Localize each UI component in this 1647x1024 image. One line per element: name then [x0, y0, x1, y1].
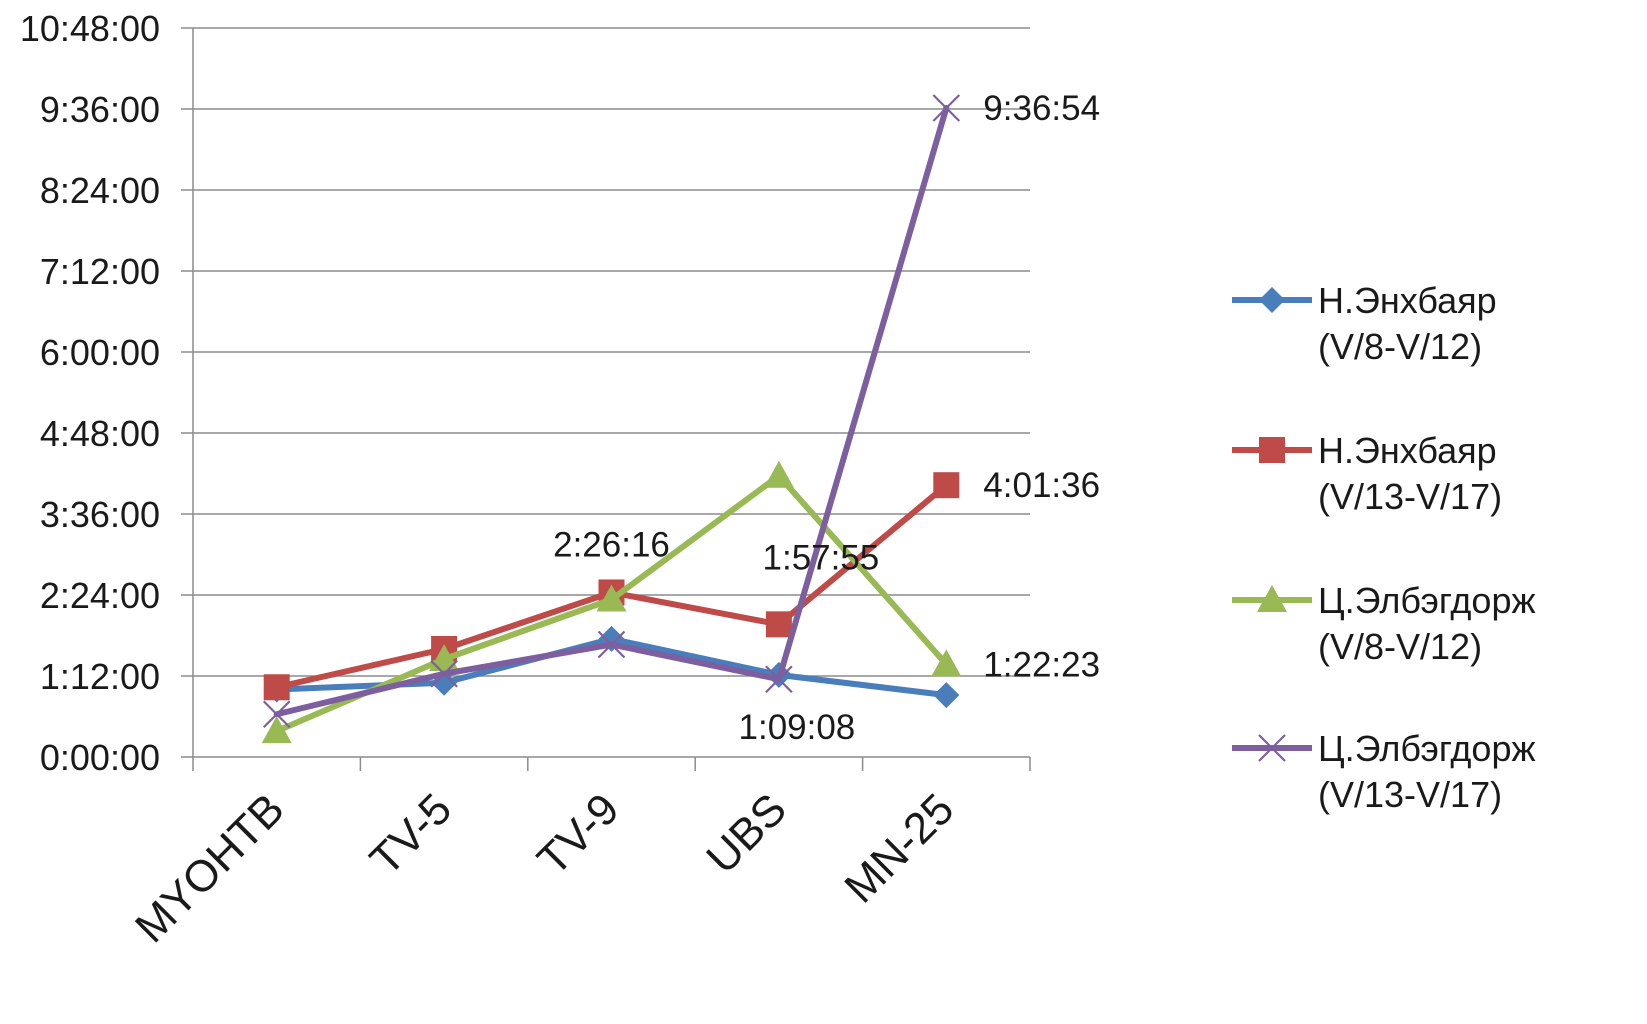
x-tick-label: MN-25: [835, 784, 963, 912]
data-label: 2:26:16: [553, 525, 670, 564]
y-tick-label: 6:00:00: [40, 332, 160, 373]
y-tick-label: 0:00:00: [40, 737, 160, 778]
data-point-3: [596, 584, 627, 612]
data-labels: 2:26:16 1:57:55 4:01:36 1:09:08 9:36:54 1:22:…: [553, 89, 1100, 747]
legend: Н.Энхбаяр(V/8-V/12)Н.Энхбаяр(V/13-V/17)Ц…: [1232, 280, 1536, 815]
data-label: 1:09:08: [739, 708, 856, 747]
legend-label: Н.Энхбаяр: [1318, 430, 1497, 471]
legend-label: Ц.Элбэгдорж: [1318, 580, 1536, 621]
data-point-3: [931, 649, 962, 677]
legend-label: (V/13-V/17): [1318, 774, 1502, 815]
legend-marker: [1257, 585, 1287, 612]
data-label: 1:22:23: [983, 645, 1100, 684]
legend-item-2: Н.Энхбаяр (V/13-V/17): [1232, 430, 1502, 517]
legend-label: (V/8-V/12): [1318, 326, 1482, 367]
x-tick-label: TV-5: [361, 784, 461, 884]
data-point-4: [597, 630, 626, 659]
legend-item-3: Ц.Элбэгдорж (V/8-V/12): [1232, 580, 1536, 667]
x-tick-label: MYOHTB: [126, 784, 294, 952]
data-point-3: [429, 644, 460, 672]
legend-marker: [1259, 287, 1285, 313]
legend-label: Н.Энхбаяр: [1318, 280, 1497, 321]
y-tick-label: 2:24:00: [40, 575, 160, 616]
legend-label: (V/13-V/17): [1318, 476, 1502, 517]
y-tick-label: 10:48:00: [20, 8, 160, 49]
y-tick-label: 7:12:00: [40, 251, 160, 292]
y-tick-label: 4:48:00: [40, 413, 160, 454]
legend-item-1: Н.Энхбаяр (V/8-V/12): [1232, 280, 1497, 367]
legend-marker: [1258, 734, 1286, 762]
data-point-2: [933, 472, 960, 499]
data-point-4: [430, 659, 458, 688]
legend-marker: [1259, 437, 1285, 463]
legend-label: (V/8-V/12): [1318, 626, 1482, 667]
y-tick-label: 9:36:00: [40, 89, 160, 130]
data-point-2: [263, 674, 290, 701]
gridlines: [193, 27, 1030, 677]
series-lines: [261, 94, 962, 744]
x-tick-label: UBS: [697, 784, 796, 883]
legend-item-4: Ц.Элбэгдорж (V/13-V/17): [1232, 728, 1536, 815]
y-tick-label: 3:36:00: [40, 494, 160, 535]
data-point-2: [765, 611, 792, 638]
data-label: 9:36:54: [983, 89, 1100, 128]
data-point-4: [765, 665, 793, 694]
data-point-4: [262, 700, 291, 729]
legend-label: Ц.Элбэгдорж: [1318, 728, 1536, 769]
x-tick-label: TV-9: [528, 784, 628, 884]
y-tick-label: 1:12:00: [40, 656, 160, 697]
y-tick-label: 8:24:00: [40, 170, 160, 211]
data-label: 1:57:55: [763, 538, 880, 577]
data-point-4: [932, 94, 961, 122]
axes: 0:00:00 1:12:00 2:24:00 3:36:00 4:48:00 6:00:…: [20, 8, 1031, 952]
data-point-1: [933, 682, 960, 709]
data-label: 4:01:36: [983, 466, 1100, 505]
data-point-3: [261, 716, 292, 744]
series-line-4: [273, 104, 950, 718]
data-point-3: [763, 460, 794, 488]
